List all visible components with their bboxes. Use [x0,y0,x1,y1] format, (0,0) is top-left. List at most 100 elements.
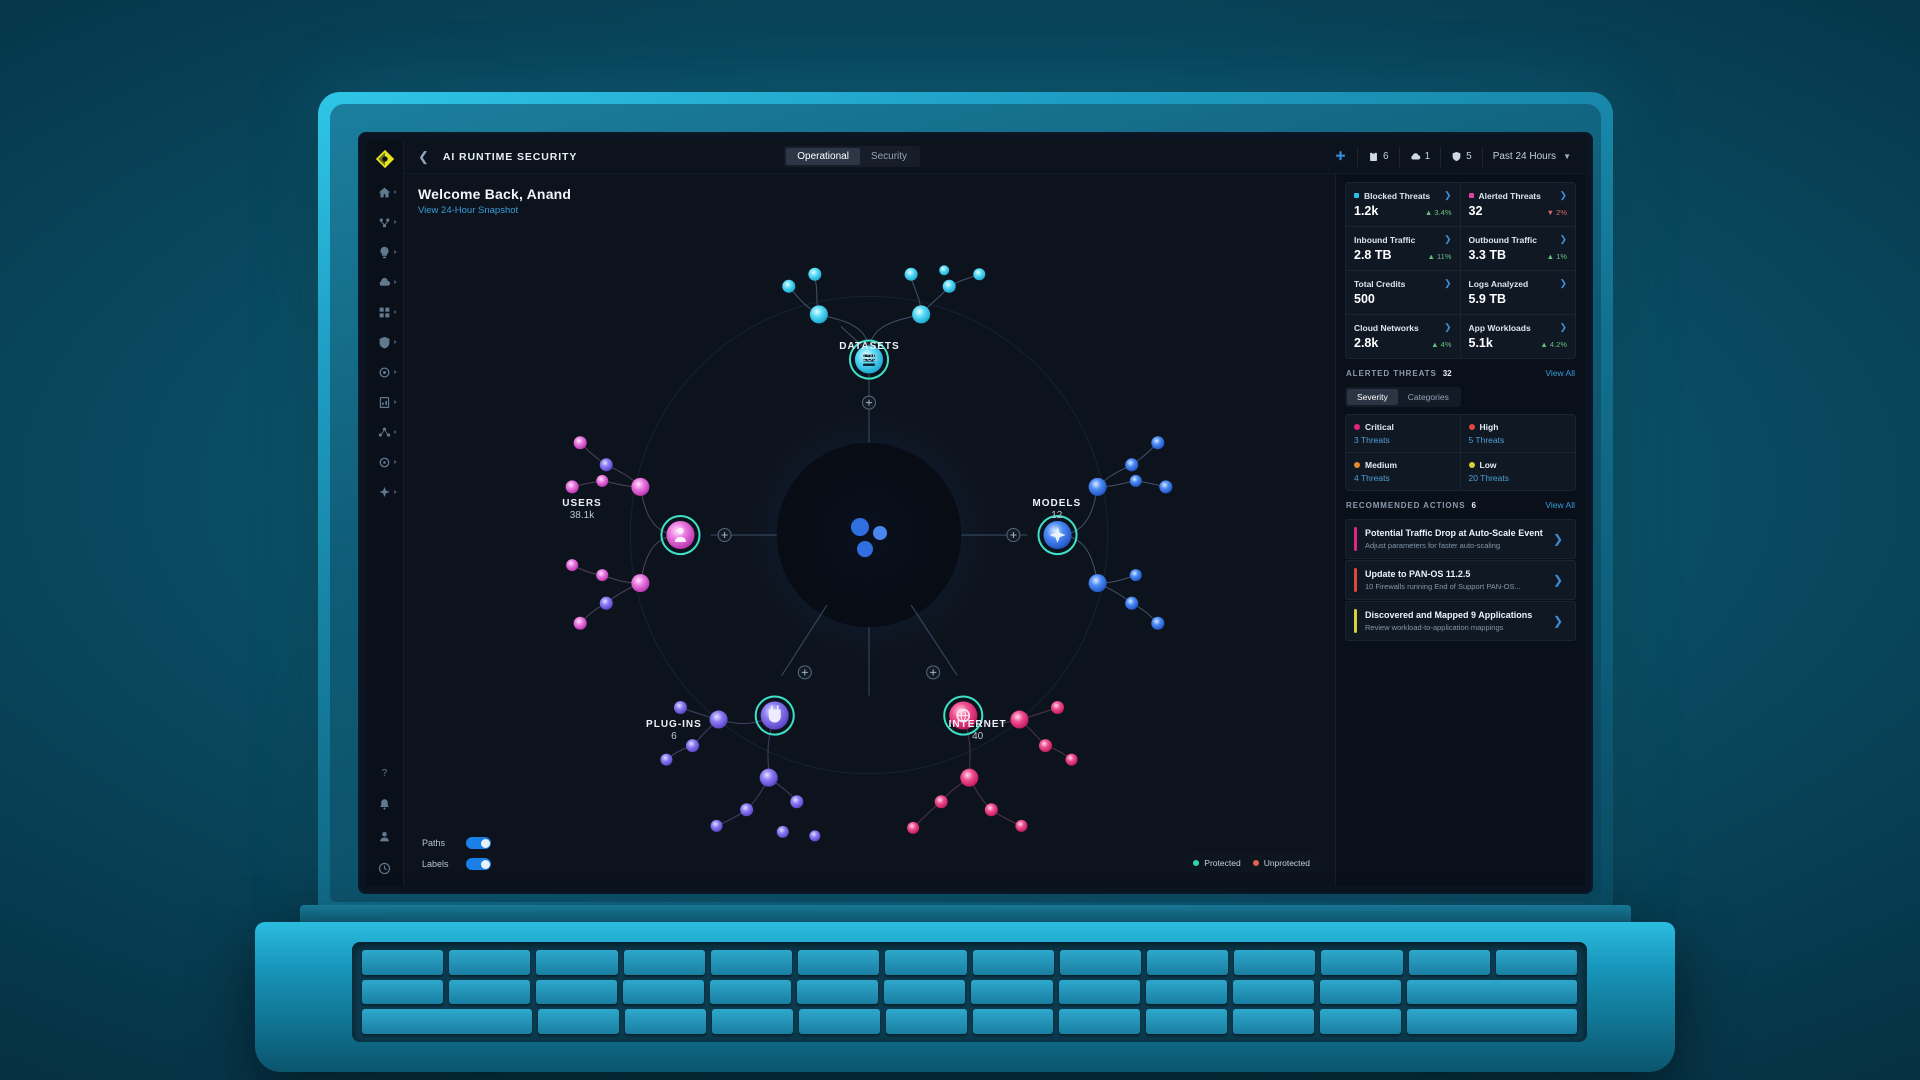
tab-operational[interactable]: Operational [786,148,860,165]
tab-security[interactable]: Security [870,151,908,162]
clipboard-counter[interactable]: 6 [1358,146,1400,167]
toggle-labels-label: Labels [422,859,449,869]
legend-label: Protected [1204,858,1241,868]
stat-blocked-threats[interactable]: Blocked Threats ❯ 1.2k ▲ 3.4% [1346,183,1461,227]
section-badge: 6 [1471,500,1476,510]
sidebar-item-assets[interactable] [374,304,396,320]
key [1059,950,1141,975]
key [362,950,444,975]
time-range-selector[interactable]: Past 24 Hours ▼ [1483,147,1573,167]
sidebar-item-policies[interactable] [374,334,396,350]
network-icon [378,427,391,437]
severity-label: High [1479,422,1499,432]
toggle-paths[interactable]: Paths [422,837,491,849]
severity-low[interactable]: Low 20 Threats [1461,453,1576,490]
tab-severity[interactable]: Severity [1347,389,1398,405]
svg-text:?: ? [382,767,388,778]
key [1233,1009,1315,1035]
severity-high[interactable]: High 5 Threats [1460,415,1575,453]
sidebar-item-notifications[interactable] [374,796,396,812]
key [1495,950,1578,975]
action-item[interactable]: Discovered and Mapped 9 Applications Rev… [1345,601,1576,641]
tab-categories[interactable]: Categories [1407,392,1449,402]
add-button[interactable] [1324,146,1358,167]
shield-counter[interactable]: 5 [1441,146,1483,167]
toggle-labels[interactable]: Labels [422,858,491,870]
action-title: Discovered and Mapped 9 Applications [1365,610,1533,620]
stat-delta: ▲ 1% [1546,252,1567,261]
sidebar-bottom-nav: ? [374,764,396,876]
sidebar-nav [374,184,396,764]
stat-label: App Workloads [1468,322,1531,333]
action-item[interactable]: Potential Traffic Drop at Auto-Scale Eve… [1345,519,1576,559]
severity-label: Critical [1365,422,1394,432]
sidebar-item-reports[interactable] [374,394,396,410]
key [536,950,618,975]
incidents-icon [379,217,390,227]
chevron-right-icon: ❯ [1559,322,1567,332]
chevron-right-icon[interactable]: ❯ [1552,573,1563,587]
toggle-paths-switch[interactable] [466,837,491,849]
sidebar-item-ai[interactable] [374,484,396,500]
stat-delta: ▼ 2% [1546,208,1567,217]
stat-logs-analyzed[interactable]: Logs Analyzed ❯ 5.9 TB [1460,271,1575,315]
key [798,1009,880,1035]
action-item[interactable]: Update to PAN-OS 11.2.5 10 Firewalls run… [1345,560,1576,600]
stat-cloud-networks[interactable]: Cloud Networks ❯ 2.8k ▲ 4% [1346,315,1461,358]
chevron-right-icon[interactable]: ❯ [1552,532,1563,546]
toggle-labels-switch[interactable] [466,858,491,870]
brand-logo[interactable] [374,148,396,170]
stats-grid: Blocked Threats ❯ 1.2k ▲ 3.4% [1345,182,1576,359]
recommended-actions-header: RECOMMENDED ACTIONS 6 View All [1345,498,1576,512]
sidebar-item-clock[interactable] [374,860,396,876]
chevron-right-icon: ❯ [1559,234,1567,244]
bell-icon [380,798,389,810]
sidebar-item-settings[interactable] [374,364,396,380]
sidebar-item-network[interactable] [374,424,396,440]
key [1058,979,1140,1005]
action-subtitle: 10 Firewalls running End of Support PAN-… [1365,582,1521,591]
sidebar-item-automation[interactable] [374,454,396,470]
snapshot-link[interactable]: View 24-Hour Snapshot [418,205,519,216]
stat-inbound-traffic[interactable]: Inbound Traffic ❯ 2.8 TB ▲ 11% [1346,227,1461,271]
action-text: Potential Traffic Drop at Auto-Scale Eve… [1365,527,1545,551]
time-range-label: Past 24 Hours [1492,151,1557,162]
back-button[interactable]: ❮ [418,148,429,164]
clipboard-icon [1370,151,1377,161]
key [362,1009,532,1035]
stat-value: 5.1k [1468,336,1493,350]
grid-icon [379,307,390,317]
severity-label: Medium [1365,460,1398,470]
severity-medium[interactable]: Medium 4 Threats [1346,453,1461,490]
stat-value: 1.2k [1354,204,1379,218]
sidebar-item-help[interactable]: ? [374,764,396,780]
severity-critical[interactable]: Critical 3 Threats [1346,415,1461,453]
view-all-link[interactable]: View All [1545,500,1575,510]
sidebar-item-home[interactable] [374,184,396,200]
chevron-right-icon: ❯ [1443,278,1452,288]
content: Welcome Back, Anand View 24-Hour Snapsho… [404,174,1585,886]
stat-app-workloads[interactable]: App Workloads ❯ 5.1k ▲ 4.2% [1461,315,1576,358]
stat-alerted-threats[interactable]: Alerted Threats ❯ 32 ▼ 2% [1460,183,1575,227]
stat-label: Cloud Networks [1354,322,1419,333]
home-icon [378,187,391,197]
sidebar: ? [366,140,404,886]
cloud-counter[interactable]: 1 [1400,146,1442,167]
sidebar-item-insights[interactable] [374,244,396,260]
section-title: RECOMMENDED ACTIONS [1346,500,1466,510]
stat-total-credits[interactable]: Total Credits ❯ 500 [1346,271,1461,315]
plus-icon [1336,151,1345,161]
sidebar-item-incidents[interactable] [374,214,396,230]
view-all-link[interactable]: View All [1545,368,1575,378]
network-graph[interactable] [404,174,1335,886]
sidebar-item-account[interactable] [374,828,396,844]
action-title: Update to PAN-OS 11.2.5 [1365,569,1471,579]
key [623,979,705,1005]
graph-panel[interactable]: Welcome Back, Anand View 24-Hour Snapsho… [404,174,1335,886]
sidebar-item-cloud[interactable] [374,274,396,290]
severity-dot [1354,424,1360,430]
stat-outbound-traffic[interactable]: Outbound Traffic ❯ 3.3 TB ▲ 1% [1460,227,1575,271]
chevron-right-icon[interactable]: ❯ [1552,614,1563,628]
key [449,979,531,1005]
status-dot [1354,193,1359,198]
